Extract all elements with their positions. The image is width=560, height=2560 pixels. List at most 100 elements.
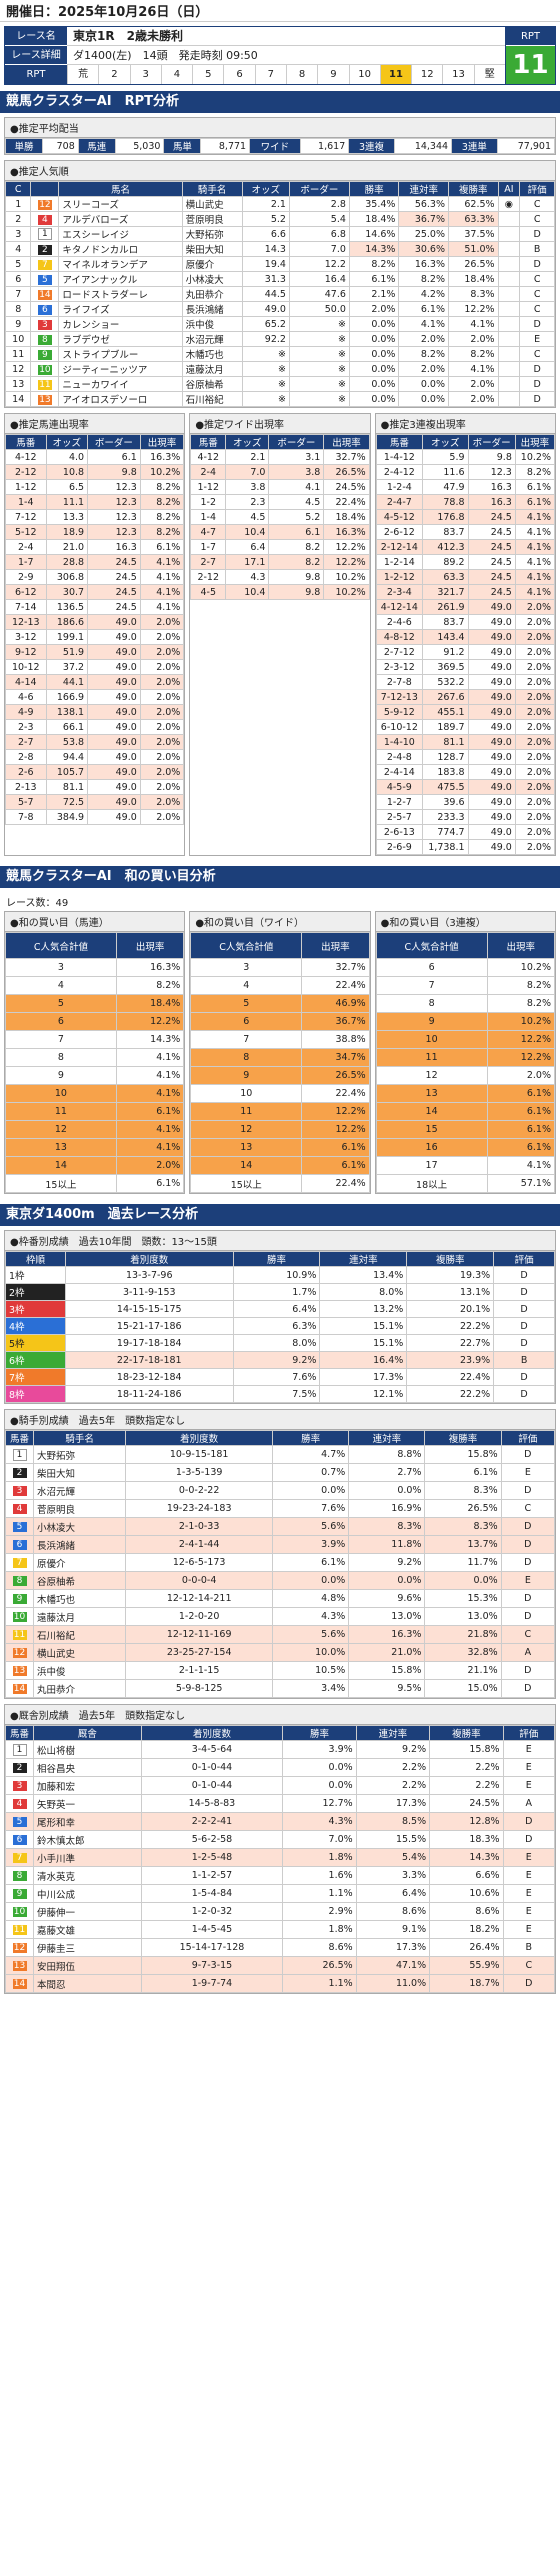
table-row[interactable]: 1-4-10 81.1 49.0 2.0% <box>375 734 555 750</box>
table-row[interactable]: 1-4-12 5.9 9.8 10.2% <box>375 449 555 465</box>
table-row[interactable]: 4 22.4% <box>190 976 370 995</box>
table-row[interactable]: 6-10-12 189.7 49.0 2.0% <box>375 719 555 735</box>
table-row[interactable]: 4-12 4.0 6.1 16.3% <box>5 449 185 465</box>
table-row[interactable]: 2-4 21.0 16.3 6.1% <box>5 539 185 555</box>
table-row[interactable]: 2 4 アルデバローズ 菅原明良 5.2 5.4 18.4% 36.7% 63.3% C <box>4 211 555 227</box>
table-row[interactable]: 3 加藤和宏 0-1-0-44 0.0% 2.2% 2.2% E <box>5 1776 556 1795</box>
table-row[interactable]: 5 7 マイネルオランデア 原優介 19.4 12.2 8.2% 16.3% 26.5% D <box>4 256 555 272</box>
table-row[interactable]: 5 46.9% <box>190 994 370 1013</box>
table-row[interactable]: 11 12.2% <box>190 1102 370 1121</box>
table-row[interactable]: 17 4.1% <box>375 1156 555 1175</box>
table-row[interactable]: 10-12 37.2 49.0 2.0% <box>5 659 185 675</box>
table-row[interactable]: 5 小林凌大 2-1-0-33 5.6% 8.3% 8.3% D <box>5 1517 556 1536</box>
table-row[interactable]: 2-5-7 233.3 49.0 2.0% <box>375 809 555 825</box>
table-row[interactable]: 5-12 18.9 12.3 8.2% <box>5 524 185 540</box>
table-row[interactable]: 12 2.0% <box>375 1066 555 1085</box>
table-row[interactable]: 18以上 57.1% <box>375 1174 555 1193</box>
table-row[interactable]: 8枠 18-11-24-186 7.5% 12.1% 22.2% D <box>5 1385 555 1403</box>
table-row[interactable]: 12 4.1% <box>5 1120 185 1139</box>
table-row[interactable]: 2-4-7 78.8 16.3 6.1% <box>375 494 555 510</box>
table-row[interactable]: 4 2 キタノドンカルロ 柴田大知 14.3 7.0 14.3% 30.6% 51.0% B <box>4 241 555 257</box>
table-row[interactable]: 1-2-7 39.6 49.0 2.0% <box>375 794 555 810</box>
table-row[interactable]: 7 原優介 12-6-5-173 6.1% 9.2% 11.7% D <box>5 1553 556 1572</box>
table-row[interactable]: 1 12 スリーコーズ 横山武史 2.1 2.8 35.4% 56.3% 62.5% ◉ C <box>4 196 555 212</box>
table-row[interactable]: 9 26.5% <box>190 1066 370 1085</box>
table-row[interactable]: 6-12 30.7 24.5 4.1% <box>5 584 185 600</box>
table-row[interactable]: 7-12 13.3 12.3 8.2% <box>5 509 185 525</box>
table-row[interactable]: 4 8.2% <box>5 976 185 995</box>
table-row[interactable]: 1-2-4 47.9 16.3 6.1% <box>375 479 555 495</box>
table-row[interactable]: 13 6.1% <box>375 1084 555 1103</box>
table-row[interactable]: 15以上 22.4% <box>190 1174 370 1193</box>
table-row[interactable]: 4-8-12 143.4 49.0 2.0% <box>375 629 555 645</box>
table-row[interactable]: 2-6-9 1,738.1 49.0 2.0% <box>375 839 555 855</box>
table-row[interactable]: 11 石川裕紀 12-12-11-169 5.6% 16.3% 21.8% C <box>5 1625 556 1644</box>
table-row[interactable]: 14 丸田恭介 5-9-8-125 3.4% 9.5% 15.0% D <box>5 1679 556 1698</box>
table-row[interactable]: 4-5 10.4 9.8 10.2% <box>190 584 370 600</box>
table-row[interactable]: 2-7-8 532.2 49.0 2.0% <box>375 674 555 690</box>
table-row[interactable]: 1 松山将樹 3-4-5-64 3.9% 9.2% 15.8% E <box>5 1740 556 1759</box>
table-row[interactable]: 3 16.3% <box>5 958 185 977</box>
table-row[interactable]: 3枠 14-15-15-175 6.4% 13.2% 20.1% D <box>5 1300 555 1318</box>
table-row[interactable]: 1-4 11.1 12.3 8.2% <box>5 494 185 510</box>
table-row[interactable]: 4-12-14 261.9 49.0 2.0% <box>375 599 555 615</box>
table-row[interactable]: 1-2-14 89.2 24.5 4.1% <box>375 554 555 570</box>
table-row[interactable]: 6 長浜鴻緒 2-4-1-44 3.9% 11.8% 13.7% D <box>5 1535 556 1554</box>
table-row[interactable]: 11 12.2% <box>375 1048 555 1067</box>
table-row[interactable]: 2枠 3-11-9-153 1.7% 8.0% 13.1% D <box>5 1283 555 1301</box>
table-row[interactable]: 8 谷原柚希 0-0-0-4 0.0% 0.0% 0.0% E <box>5 1571 556 1590</box>
table-row[interactable]: 2-3 66.1 49.0 2.0% <box>5 719 185 735</box>
table-row[interactable]: 10 伊藤伸一 1-2-0-32 2.9% 8.6% 8.6% E <box>5 1902 556 1921</box>
table-row[interactable]: 12 12.2% <box>190 1120 370 1139</box>
table-row[interactable]: 2-12 10.8 9.8 10.2% <box>5 464 185 480</box>
table-row[interactable]: 5 尾形和幸 2-2-2-41 4.3% 8.5% 12.8% D <box>5 1812 556 1831</box>
table-row[interactable]: 9 3 カレンショー 浜中俊 65.2 ※ 0.0% 4.1% 4.1% D <box>4 316 555 332</box>
table-row[interactable]: 4-6 166.9 49.0 2.0% <box>5 689 185 705</box>
table-row[interactable]: 2-8 94.4 49.0 2.0% <box>5 749 185 765</box>
table-row[interactable]: 10 遠藤汰月 1-2-0-20 4.3% 13.0% 13.0% D <box>5 1607 556 1626</box>
table-row[interactable]: 11 6.1% <box>5 1102 185 1121</box>
table-row[interactable]: 2-4-12 11.6 12.3 8.2% <box>375 464 555 480</box>
table-row[interactable]: 2-12 4.3 9.8 10.2% <box>190 569 370 585</box>
table-row[interactable]: 7 14.3% <box>5 1030 185 1049</box>
table-row[interactable]: 8 6 ライフイズ 長浜鴻緒 49.0 50.0 2.0% 6.1% 12.2% C <box>4 301 555 317</box>
table-row[interactable]: 2-6-13 774.7 49.0 2.0% <box>375 824 555 840</box>
table-row[interactable]: 4 菅原明良 19-23-24-183 7.6% 16.9% 26.5% C <box>5 1499 556 1518</box>
table-row[interactable]: 7 小手川準 1-2-5-48 1.8% 5.4% 14.3% E <box>5 1848 556 1867</box>
table-row[interactable]: 7-12-13 267.6 49.0 2.0% <box>375 689 555 705</box>
table-row[interactable]: 10 4.1% <box>5 1084 185 1103</box>
table-row[interactable]: 9-12 51.9 49.0 2.0% <box>5 644 185 660</box>
table-row[interactable]: 9 木幡巧也 12-12-14-211 4.8% 9.6% 15.3% D <box>5 1589 556 1608</box>
table-row[interactable]: 12 10 ジーティーニッツア 遠藤汰月 ※ ※ 0.0% 2.0% 4.1% D <box>4 361 555 377</box>
table-row[interactable]: 1-12 6.5 12.3 8.2% <box>5 479 185 495</box>
table-row[interactable]: 3 1 エスシーレイジ 大野拓弥 6.6 6.8 14.6% 25.0% 37.5% D <box>4 226 555 242</box>
table-row[interactable]: 2-6-12 83.7 24.5 4.1% <box>375 524 555 540</box>
table-row[interactable]: 2-9 306.8 24.5 4.1% <box>5 569 185 585</box>
table-row[interactable]: 2-7 17.1 8.2 12.2% <box>190 554 370 570</box>
table-row[interactable]: 2-4-14 183.8 49.0 2.0% <box>375 764 555 780</box>
table-row[interactable]: 10 8 ラブデウゼ 水沼元輝 92.2 ※ 0.0% 2.0% 2.0% E <box>4 331 555 347</box>
table-row[interactable]: 9 4.1% <box>5 1066 185 1085</box>
table-row[interactable]: 14 13 アイオロスデソーロ 石川裕紀 ※ ※ 0.0% 0.0% 2.0% D <box>4 391 555 407</box>
table-row[interactable]: 13 浜中俊 2-1-1-15 10.5% 15.8% 21.1% D <box>5 1661 556 1680</box>
table-row[interactable]: 1-7 6.4 8.2 12.2% <box>190 539 370 555</box>
table-row[interactable]: 2-3-4 321.7 24.5 4.1% <box>375 584 555 600</box>
table-row[interactable]: 14 本間忍 1-9-7-74 1.1% 11.0% 18.7% D <box>5 1974 556 1993</box>
table-row[interactable]: 6 12.2% <box>5 1012 185 1031</box>
table-row[interactable]: 4枠 15-21-17-186 6.3% 15.1% 22.2% D <box>5 1317 555 1335</box>
table-row[interactable]: 4 矢野英一 14-5-8-83 12.7% 17.3% 24.5% A <box>5 1794 556 1813</box>
table-row[interactable]: 16 6.1% <box>375 1138 555 1157</box>
table-row[interactable]: 4-12 2.1 3.1 32.7% <box>190 449 370 465</box>
table-row[interactable]: 1-4 4.5 5.2 18.4% <box>190 509 370 525</box>
table-row[interactable]: 5-9-12 455.1 49.0 2.0% <box>375 704 555 720</box>
table-row[interactable]: 4-9 138.1 49.0 2.0% <box>5 704 185 720</box>
table-row[interactable]: 10 12.2% <box>375 1030 555 1049</box>
table-row[interactable]: 12-13 186.6 49.0 2.0% <box>5 614 185 630</box>
table-row[interactable]: 13 4.1% <box>5 1138 185 1157</box>
table-row[interactable]: 2-7-12 91.2 49.0 2.0% <box>375 644 555 660</box>
table-row[interactable]: 4-5-12 176.8 24.5 4.1% <box>375 509 555 525</box>
table-row[interactable]: 6 5 アイアンナックル 小林凌大 31.3 16.4 6.1% 8.2% 18.4% C <box>4 271 555 287</box>
table-row[interactable]: 2-12-14 412.3 24.5 4.1% <box>375 539 555 555</box>
table-row[interactable]: 12 横山武史 23-25-27-154 10.0% 21.0% 32.8% A <box>5 1643 556 1662</box>
table-row[interactable]: 6 鈴木慎太郎 5-6-2-58 7.0% 15.5% 18.3% D <box>5 1830 556 1849</box>
